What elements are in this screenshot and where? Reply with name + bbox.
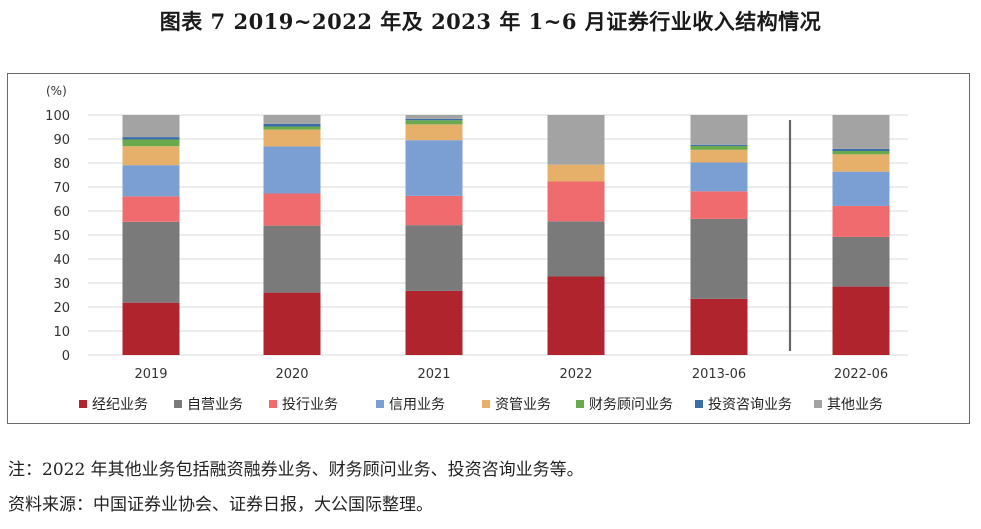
bar-segment: [832, 171, 890, 206]
bar-segment: [405, 118, 463, 121]
bar-segment: [263, 292, 321, 355]
y-tick-label: 40: [53, 253, 70, 268]
bar-segment: [122, 137, 180, 140]
bar-segment: [690, 115, 748, 145]
legend-swatch: [576, 400, 584, 408]
source-note: 资料来源：中国证券业协会、证券日报，大公国际整理。: [8, 495, 433, 515]
legend-label: 投行业务: [282, 397, 338, 413]
bar-segment: [547, 115, 605, 165]
y-tick-label: 80: [53, 157, 70, 172]
bar-segment: [263, 129, 321, 147]
y-tick-label: 70: [53, 181, 70, 196]
bar-segment: [547, 221, 605, 277]
chart-frame: 0 10 20 30 40 50 60 70 80 90 100 (%) 2019 2020 2021 202…: [7, 73, 970, 424]
x-tick-label: 2022: [559, 367, 592, 382]
bar-segment: [547, 164, 605, 182]
bar-segment: [832, 115, 890, 149]
bar-segment: [122, 115, 180, 138]
bar-segment: [122, 302, 180, 355]
legend-label: 投资咨询业务: [708, 397, 792, 413]
bar-segment: [690, 149, 748, 163]
y-tick-label: 20: [53, 301, 70, 316]
x-tick-label: 2021: [417, 367, 450, 382]
y-tick-label: 50: [53, 229, 70, 244]
bar-segment: [263, 193, 321, 226]
bar-segment: [690, 162, 748, 192]
legend-swatch: [695, 400, 703, 408]
x-tick-label: 2013-06: [692, 367, 746, 382]
bar-segment: [690, 298, 748, 355]
bar-segment: [122, 165, 180, 197]
y-tick-label: 100: [45, 109, 70, 124]
bar-segment: [832, 205, 890, 237]
legend-swatch: [79, 400, 87, 408]
bar-segment: [690, 218, 748, 299]
legend-swatch: [174, 400, 182, 408]
bar-segment: [832, 286, 890, 355]
bar-segment: [405, 140, 463, 196]
bar-segment: [690, 144, 748, 146]
stacked-bar-chart: 0 10 20 30 40 50 60 70 80 90 100 (%) 2019 2020 2021 202…: [45, 84, 908, 413]
bar-segment: [547, 181, 605, 222]
y-tick-label: 30: [53, 277, 70, 292]
bar-segment: [405, 195, 463, 226]
bar-segment: [690, 191, 748, 219]
bar-segment: [405, 225, 463, 291]
bar-segment: [690, 145, 748, 150]
y-tick-label: 90: [53, 133, 70, 148]
legend-swatch: [482, 400, 490, 408]
legend-label: 财务顾问业务: [589, 397, 673, 413]
bar-segment: [263, 146, 321, 194]
bar-segment: [263, 225, 321, 293]
bar-segment: [405, 115, 463, 119]
bar-segment: [547, 276, 605, 355]
bar-segment: [263, 115, 321, 124]
legend-label: 自营业务: [187, 397, 243, 413]
y-tick-label: 10: [53, 325, 70, 340]
bar-segment: [122, 221, 180, 303]
bar-segment: [405, 290, 463, 355]
bar-segment: [405, 124, 463, 141]
x-tick-label: 2020: [275, 367, 308, 382]
legend-label: 资管业务: [495, 397, 551, 413]
y-tick-label: 60: [53, 205, 70, 220]
bar-segment: [832, 148, 890, 151]
legend-swatch: [814, 400, 822, 408]
footnote: 注：2022 年其他业务包括融资融券业务、财务顾问业务、投资咨询业务等。: [8, 460, 584, 480]
legend-swatch: [376, 400, 384, 408]
legend-label: 其他业务: [827, 397, 883, 413]
bar-segment: [405, 120, 463, 125]
y-unit-label: (%): [46, 84, 67, 98]
x-tick-label: 2022-06: [834, 367, 888, 382]
bar-segment: [122, 139, 180, 147]
bar-segment: [122, 196, 180, 222]
bar-segment: [832, 154, 890, 172]
y-tick-label: 0: [62, 349, 70, 364]
bar-segment: [832, 151, 890, 155]
bar-segment: [832, 236, 890, 287]
legend-swatch: [269, 400, 277, 408]
bar-segment: [263, 126, 321, 130]
figure-title: 图表 7 2019~2022 年及 2023 年 1~6 月证券行业收入结构情况: [159, 9, 822, 34]
x-tick-label: 2019: [134, 367, 167, 382]
bar-segment: [263, 123, 321, 127]
legend-label: 经纪业务: [92, 397, 148, 413]
bar-segment: [122, 146, 180, 166]
legend-label: 信用业务: [389, 397, 445, 413]
